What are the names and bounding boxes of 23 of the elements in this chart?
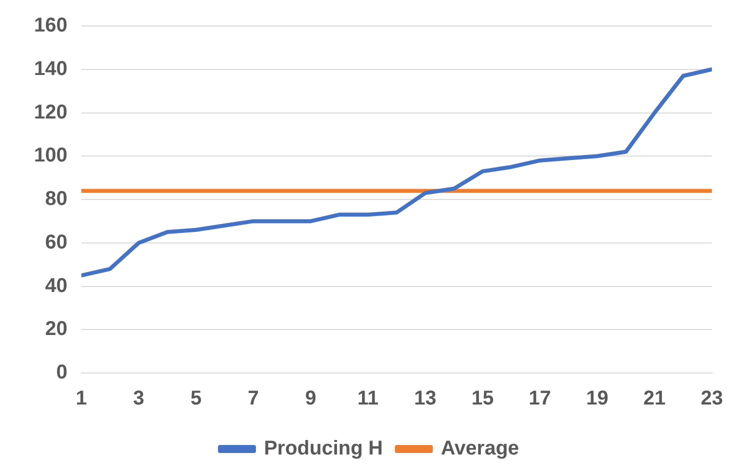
y-tick-label: 40 xyxy=(45,274,68,297)
legend-label: Average xyxy=(440,438,520,460)
x-tick-label: 3 xyxy=(133,388,144,410)
y-tick-label: 120 xyxy=(34,101,68,124)
x-tick-label: 13 xyxy=(414,388,436,410)
y-tick-label: 60 xyxy=(45,231,68,254)
y-tick-label: 0 xyxy=(56,362,68,384)
x-tick-label: 7 xyxy=(248,388,259,410)
x-tick-label: 19 xyxy=(586,388,608,410)
x-tick-label: 21 xyxy=(643,388,666,410)
x-tick-label: 11 xyxy=(357,388,379,410)
legend-label: Producing H xyxy=(264,438,383,460)
y-tick-label: 160 xyxy=(34,14,68,37)
y-tick-label: 140 xyxy=(34,58,68,80)
x-tick-label: 1 xyxy=(76,388,87,410)
y-tick-label: 80 xyxy=(45,188,68,210)
y-tick-label: 20 xyxy=(45,318,68,340)
x-tick-label: 9 xyxy=(305,388,316,410)
x-tick-label: 15 xyxy=(471,388,494,410)
x-tick-label: 17 xyxy=(528,388,552,410)
x-tick-label: 5 xyxy=(190,388,202,410)
y-tick-label: 100 xyxy=(34,144,68,167)
x-tick-label: 23 xyxy=(700,388,723,410)
